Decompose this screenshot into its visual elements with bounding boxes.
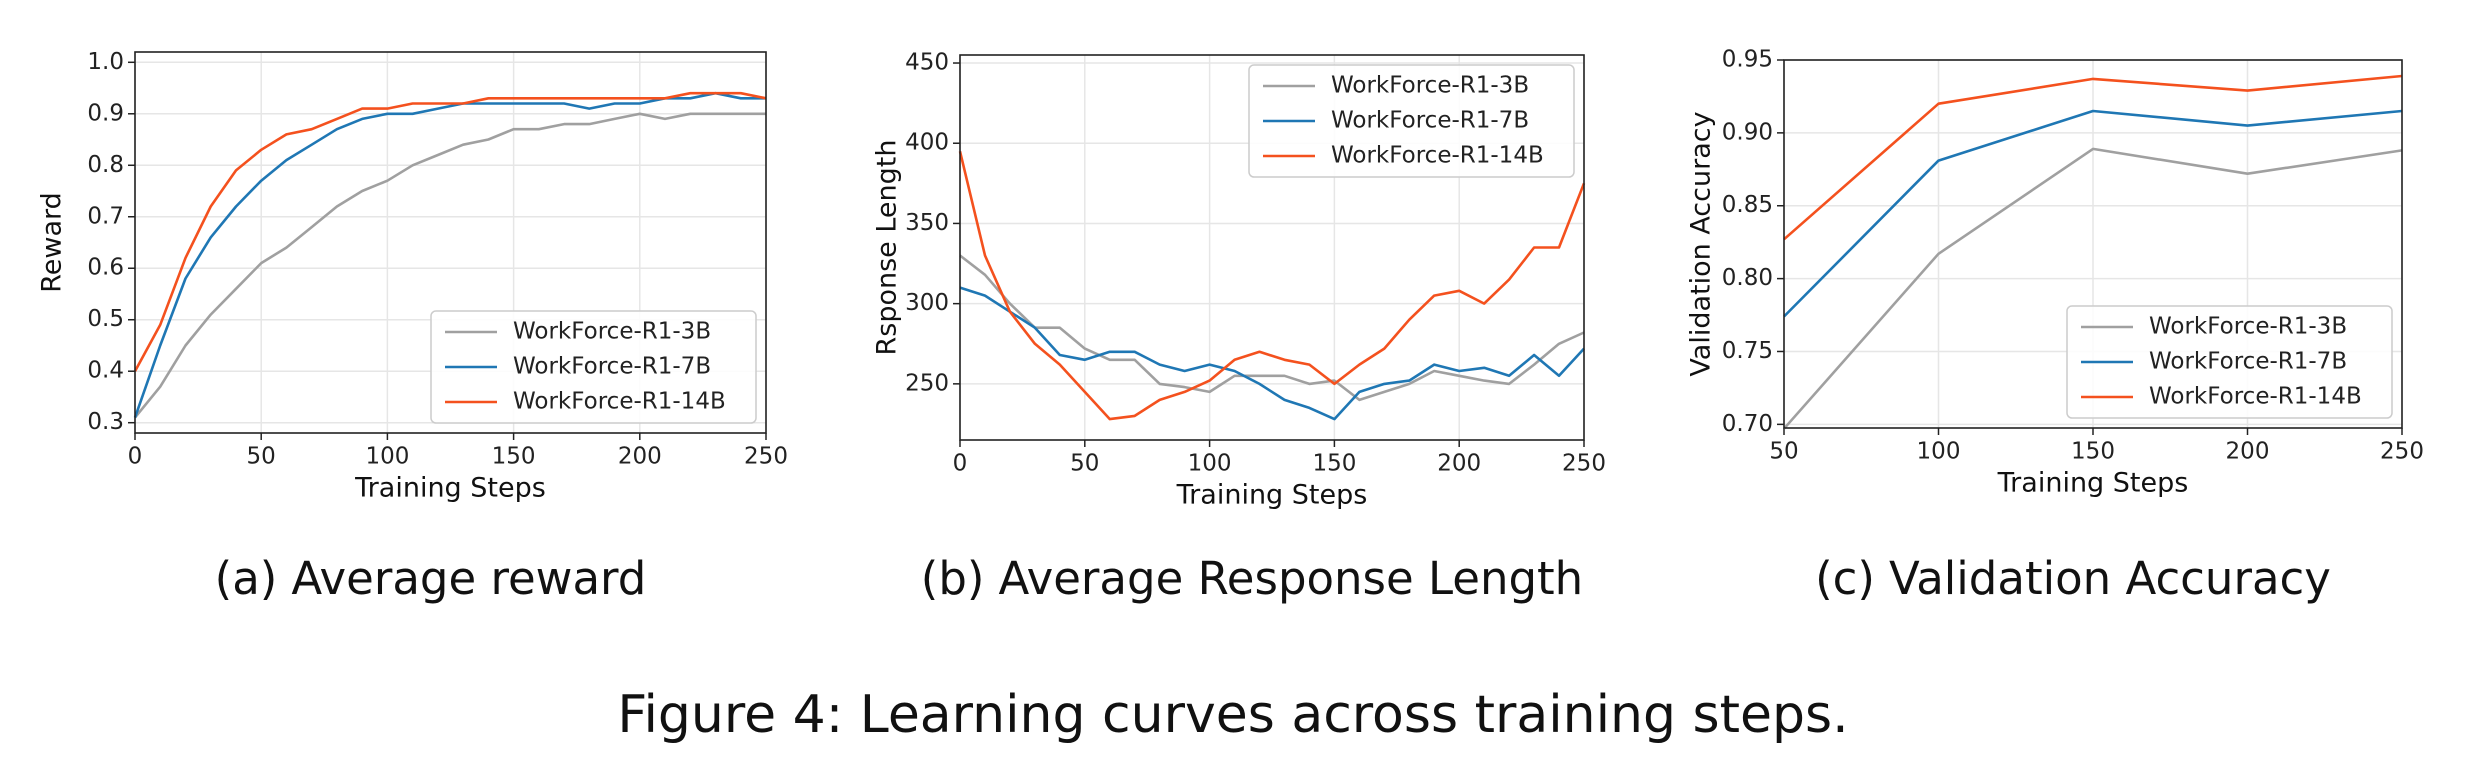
x-tick-label: 200 [1437, 451, 1481, 477]
y-tick-label: 250 [905, 370, 949, 396]
y-axis-label: Validation Accuracy [1686, 111, 1717, 376]
legend-label: WorkForce-R1-3B [513, 319, 711, 345]
y-tick-label: 0.95 [1722, 47, 1773, 73]
y-tick-label: 0.80 [1722, 265, 1773, 291]
x-tick-label: 0 [128, 444, 143, 470]
legend-label: WorkForce-R1-7B [1331, 108, 1529, 134]
legend-label: WorkForce-R1-7B [513, 354, 711, 380]
series-line [1783, 109, 2403, 318]
legend-label: WorkForce-R1-3B [2149, 314, 2347, 340]
subcaption-label: (a) [215, 552, 278, 605]
y-tick-label: 0.3 [87, 409, 124, 435]
plot-frame [959, 54, 1585, 441]
y-tick-label: 0.5 [87, 306, 124, 332]
x-tick-label: 250 [744, 444, 788, 470]
legend-label: WorkForce-R1-7B [2149, 349, 2347, 375]
subcaption: (a) Average reward [215, 552, 647, 605]
x-tick-label: 150 [492, 444, 536, 470]
legend-box [430, 310, 757, 424]
y-tick-label: 0.4 [87, 358, 124, 384]
figure-caption: Figure 4: Learning curves across trainin… [617, 685, 1848, 745]
legend-box [1248, 64, 1575, 178]
subcaption-label: (c) [1815, 552, 1875, 605]
series-line [1783, 74, 2403, 241]
y-tick-label: 0.7 [87, 203, 124, 229]
x-tick-label: 100 [365, 444, 409, 470]
subcaption-text: Average Response Length [998, 552, 1583, 605]
x-tick-label: 100 [1917, 439, 1961, 465]
subcaption: (c) Validation Accuracy [1815, 552, 2331, 605]
x-tick-label: 150 [1312, 451, 1356, 477]
y-axis-label: Rsponse Length [872, 140, 903, 356]
legend-label: WorkForce-R1-14B [513, 389, 726, 415]
y-tick-label: 450 [905, 50, 949, 76]
y-tick-label: 0.75 [1722, 338, 1773, 364]
x-tick-label: 250 [2380, 439, 2424, 465]
y-tick-label: 0.8 [87, 152, 124, 178]
legend-label: WorkForce-R1-3B [1331, 73, 1529, 99]
plot-frame [134, 51, 767, 434]
x-axis-label: Training Steps [354, 473, 546, 504]
series-line [1783, 147, 2403, 430]
x-tick-label: 200 [2226, 439, 2270, 465]
x-tick-label: 100 [1188, 451, 1232, 477]
y-tick-label: 0.90 [1722, 119, 1773, 145]
x-tick-label: 50 [1070, 451, 1099, 477]
y-tick-label: 1.0 [87, 49, 124, 75]
x-tick-label: 0 [953, 451, 968, 477]
y-axis-label: Reward [37, 192, 68, 293]
x-tick-label: 50 [247, 444, 276, 470]
x-tick-label: 200 [618, 444, 662, 470]
y-tick-label: 400 [905, 130, 949, 156]
x-tick-label: 250 [1562, 451, 1606, 477]
subcaption-label: (b) [921, 552, 985, 605]
y-tick-label: 350 [905, 210, 949, 236]
x-tick-label: 50 [1769, 439, 1798, 465]
x-tick-label: 150 [2071, 439, 2115, 465]
legend-label: WorkForce-R1-14B [1331, 143, 1544, 169]
plot-frame [1783, 59, 2403, 429]
x-axis-label: Training Steps [1997, 468, 2189, 499]
series-line [958, 150, 1586, 421]
series-line [959, 254, 1585, 402]
subcaption: (b) Average Response Length [921, 552, 1583, 605]
x-axis-label: Training Steps [1176, 480, 1368, 511]
subcaption-text: Average reward [291, 552, 646, 605]
legend-label: WorkForce-R1-14B [2149, 384, 2362, 410]
series-line [133, 91, 767, 372]
subcaption-text: Validation Accuracy [1889, 552, 2331, 605]
series-line [133, 112, 766, 419]
y-tick-label: 0.85 [1722, 192, 1773, 218]
y-tick-label: 0.6 [87, 255, 124, 281]
legend-box [2066, 305, 2393, 419]
series-line [959, 286, 1585, 421]
y-tick-label: 0.70 [1722, 411, 1773, 437]
y-tick-label: 0.9 [87, 100, 124, 126]
y-tick-label: 300 [905, 290, 949, 316]
